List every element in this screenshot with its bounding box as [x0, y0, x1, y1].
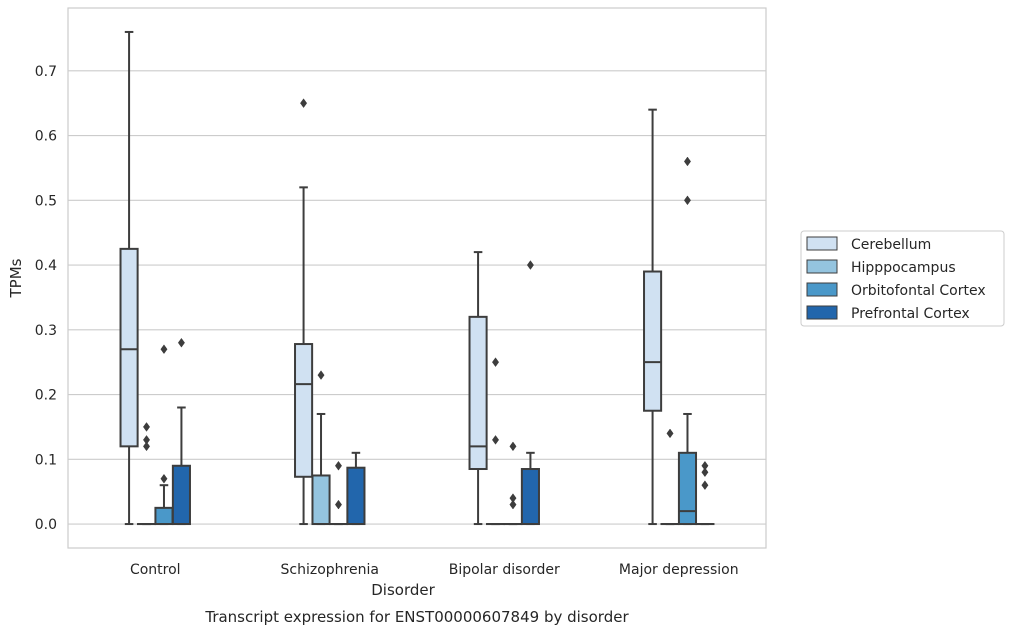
legend-swatch: [806, 282, 838, 297]
box-1-2: [485, 357, 506, 526]
y-tick-label: 0.7: [35, 64, 57, 80]
outlier-point: [317, 370, 325, 380]
box-1-1: [311, 370, 331, 526]
outlier-point: [143, 435, 151, 445]
outlier-point: [334, 460, 342, 471]
legend-frame: [800, 230, 1005, 327]
y-axis-title: TPMs: [7, 258, 25, 298]
box-3-3: [695, 460, 715, 526]
y-tick-label: 0.1: [35, 452, 57, 468]
y-axis-ticks: 0.0 0.1 0.2 0.3 0.4 0.5 0.6 0.7: [35, 64, 57, 533]
box-iqr: [643, 270, 663, 412]
x-tick-label: Bipolar disorder: [449, 562, 560, 578]
box-plot-series: [119, 30, 715, 526]
outlier-point: [683, 195, 691, 206]
legend: Cerebellum Hipppocampus Orbitofontal Corte…: [800, 230, 1005, 327]
box-iqr: [171, 464, 191, 526]
y-tick-label: 0.0: [35, 517, 57, 533]
outlier-point: [683, 156, 691, 167]
outlier-point: [509, 499, 517, 510]
outlier-point: [701, 467, 709, 478]
outlier-point: [509, 441, 517, 452]
outlier-point: [143, 441, 151, 452]
box-0-1: [294, 98, 314, 526]
outlier-point: [300, 98, 308, 109]
box-1-0: [136, 422, 157, 526]
grid-lines: [68, 70, 766, 525]
legend-swatch: [806, 259, 838, 274]
y-tick-label: 0.4: [35, 258, 57, 274]
x-tick-label: Schizophrenia: [281, 562, 379, 578]
outlier-point: [160, 473, 168, 484]
chart-caption: Transcript expression for ENST0000060784…: [204, 608, 629, 626]
outlier-point: [143, 422, 151, 432]
y-tick-label: 0.5: [35, 193, 57, 209]
x-axis-ticks: Control Schizophrenia Bipolar disorder Majo…: [130, 562, 739, 578]
box-2-2: [503, 441, 523, 526]
y-tick-label: 0.2: [35, 388, 57, 404]
legend-label: Prefrontal Cortex: [851, 306, 970, 322]
box-3-1: [346, 451, 366, 526]
x-tick-label: Major depression: [619, 562, 739, 578]
legend-label: Hipppocampus: [851, 260, 956, 276]
outlier-point: [701, 480, 709, 491]
box-2-3: [677, 156, 698, 526]
outlier-point: [526, 260, 534, 270]
legend-swatch: [806, 305, 838, 320]
legend-swatch: [806, 236, 838, 251]
box-iqr: [294, 343, 314, 478]
box-iqr: [119, 247, 139, 448]
box-iqr: [311, 474, 331, 526]
box-iqr: [154, 506, 174, 526]
x-tick-label: Control: [130, 562, 181, 578]
y-tick-label: 0.3: [35, 323, 57, 339]
outlier-point: [160, 344, 168, 355]
box-3-2: [520, 260, 540, 526]
box-0-0: [119, 30, 139, 526]
box-0-3: [643, 108, 663, 526]
box-1-3: [660, 428, 680, 526]
x-axis-title: Disorder: [371, 581, 435, 599]
box-0-2: [468, 251, 488, 526]
legend-label: Orbitofontal Cortex: [851, 283, 986, 299]
box-3-0: [171, 337, 191, 526]
box-iqr: [468, 315, 488, 471]
outlier-point: [509, 493, 517, 503]
legend-label: Cerebellum: [851, 237, 931, 253]
outlier-point: [492, 435, 500, 445]
y-tick-label: 0.6: [35, 129, 57, 145]
outlier-point: [701, 460, 709, 471]
outlier-point: [492, 357, 500, 367]
box-2-0: [154, 344, 174, 526]
box-2-1: [328, 460, 349, 526]
plot-frame: [67, 7, 767, 549]
outlier-point: [666, 428, 674, 439]
box-iqr: [520, 468, 540, 526]
outlier-point: [334, 499, 342, 510]
box-iqr: [677, 451, 698, 526]
box-iqr: [346, 466, 366, 526]
outlier-point: [177, 337, 185, 348]
